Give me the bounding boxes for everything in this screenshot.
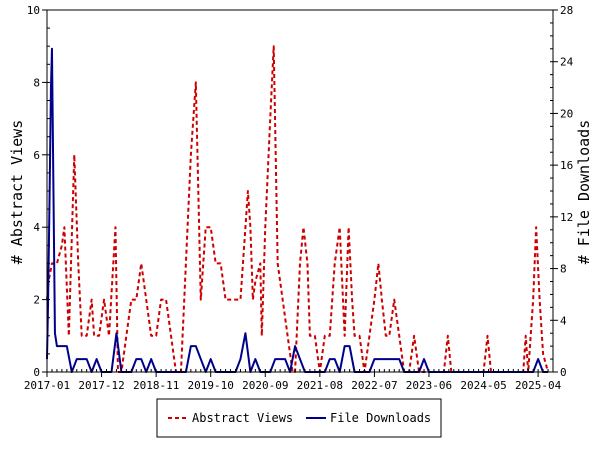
y-right-tick-label: 20	[560, 107, 573, 120]
y-right-tick-label: 24	[560, 56, 574, 69]
x-tick-label: 2019-10	[188, 379, 234, 392]
y-right-tick-label: 0	[560, 366, 567, 379]
y-right-tick-label: 8	[560, 263, 567, 276]
legend-label-abstract-views: Abstract Views	[192, 411, 293, 425]
y-left-tick-label: 6	[33, 149, 40, 162]
y-axis-right-title: # File Downloads	[575, 120, 593, 265]
legend: Abstract Views File Downloads	[156, 398, 442, 438]
plot-background	[47, 10, 553, 372]
y-right-tick-label: 4	[560, 314, 567, 327]
x-tick-label: 2021-08	[297, 379, 343, 392]
y-right-tick-label: 16	[560, 159, 573, 172]
y-left-tick-label: 2	[33, 294, 40, 307]
y-right-tick-label: 12	[560, 211, 573, 224]
legend-box	[156, 398, 442, 438]
y-left-tick-label: 0	[33, 366, 40, 379]
y-right-tick-label: 28	[560, 4, 573, 17]
y-left-tick-label: 8	[33, 76, 40, 89]
legend-label-file-downloads: File Downloads	[330, 411, 431, 425]
plot-area	[47, 10, 553, 372]
y-left-tick-label: 4	[33, 221, 40, 234]
x-tick-label: 2018-11	[133, 379, 179, 392]
x-tick-label: 2022-07	[351, 379, 397, 392]
y-axis-left-title: # Abstract Views	[8, 120, 26, 265]
x-tick-label: 2024-05	[460, 379, 506, 392]
x-tick-label: 2023-06	[406, 379, 452, 392]
y-left-tick-label: 10	[27, 4, 40, 17]
x-tick-label: 2017-12	[78, 379, 124, 392]
x-tick-label: 2017-01	[24, 379, 70, 392]
x-tick-label: 2020-09	[242, 379, 288, 392]
x-tick-label: 2025-04	[515, 379, 562, 392]
